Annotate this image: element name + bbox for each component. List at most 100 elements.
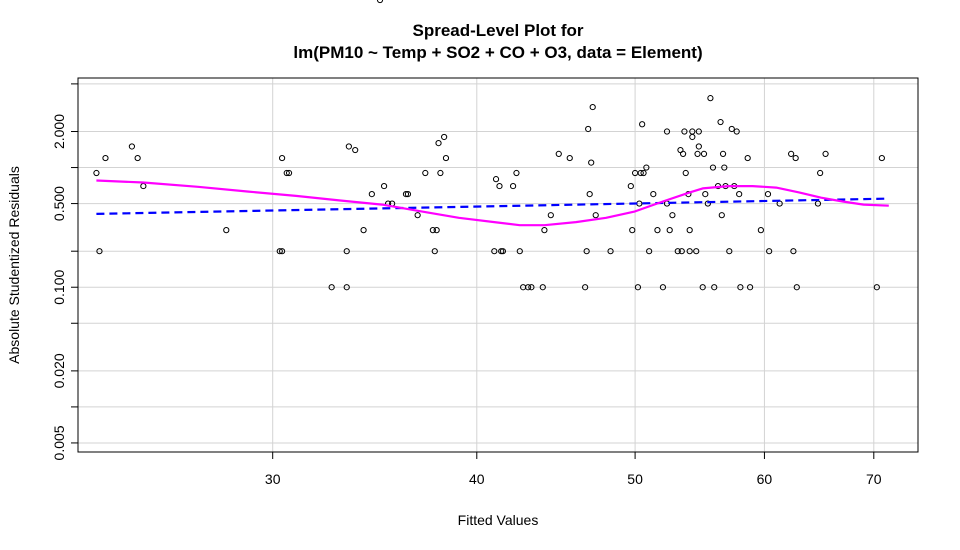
data-point bbox=[422, 169, 429, 177]
data-point bbox=[639, 121, 646, 128]
data-point bbox=[747, 284, 754, 291]
data-point bbox=[629, 227, 636, 234]
data-point bbox=[402, 190, 410, 198]
data-point bbox=[589, 103, 596, 111]
data-point bbox=[586, 190, 593, 198]
data-point bbox=[414, 212, 421, 219]
data-point bbox=[678, 248, 685, 255]
data-point bbox=[588, 159, 595, 166]
data-point bbox=[513, 169, 520, 177]
data-point bbox=[822, 150, 829, 158]
data-point bbox=[96, 248, 103, 255]
data-point bbox=[659, 284, 667, 291]
y-tick-label: 0.020 bbox=[51, 353, 67, 388]
data-point bbox=[646, 248, 653, 255]
data-point bbox=[102, 154, 109, 162]
data-point bbox=[345, 143, 352, 150]
data-point bbox=[496, 182, 503, 190]
x-tick-label: 60 bbox=[757, 471, 773, 487]
data-point bbox=[524, 284, 532, 291]
data-point bbox=[278, 154, 286, 162]
data-point bbox=[376, 0, 384, 4]
data-point bbox=[555, 150, 562, 158]
data-point bbox=[607, 248, 614, 255]
data-point bbox=[695, 143, 702, 150]
data-point bbox=[744, 154, 751, 162]
data-point bbox=[547, 212, 554, 219]
data-point bbox=[404, 190, 412, 198]
data-point bbox=[702, 190, 709, 198]
data-point bbox=[368, 190, 375, 198]
x-tick-label: 30 bbox=[265, 471, 281, 487]
data-point bbox=[223, 227, 230, 234]
data-point bbox=[134, 154, 141, 162]
data-point bbox=[352, 146, 359, 154]
chart-subtitle: lm(PM10 ~ Temp + SO2 + CO + O3, data = E… bbox=[293, 43, 702, 62]
data-point bbox=[585, 125, 592, 133]
data-point bbox=[663, 128, 671, 135]
x-tick-label: 40 bbox=[469, 471, 485, 487]
data-point bbox=[654, 227, 661, 234]
data-point bbox=[757, 227, 764, 234]
data-point bbox=[764, 190, 772, 198]
y-axis-label: Absolute Studentized Residuals bbox=[6, 166, 22, 364]
data-point bbox=[699, 284, 706, 291]
data-point bbox=[433, 227, 440, 234]
fit-line bbox=[96, 197, 889, 215]
data-point bbox=[793, 284, 800, 291]
data-point bbox=[128, 143, 136, 150]
data-point bbox=[700, 150, 708, 158]
data-point bbox=[704, 200, 711, 207]
data-point bbox=[343, 284, 350, 291]
data-point bbox=[674, 248, 681, 255]
data-point bbox=[360, 227, 367, 234]
data-point bbox=[640, 169, 647, 177]
x-tick-label: 70 bbox=[866, 471, 882, 487]
data-point bbox=[328, 284, 335, 291]
data-point bbox=[93, 169, 100, 177]
data-point bbox=[283, 169, 290, 177]
data-point bbox=[566, 154, 573, 162]
data-point bbox=[682, 169, 689, 177]
data-point bbox=[718, 212, 725, 219]
data-point bbox=[592, 212, 599, 219]
data-point bbox=[140, 182, 147, 190]
grid bbox=[78, 78, 918, 452]
data-point bbox=[686, 248, 693, 255]
data-point bbox=[499, 248, 507, 255]
data-point bbox=[733, 128, 740, 135]
data-point bbox=[431, 248, 438, 255]
data-point bbox=[285, 169, 293, 177]
data-point bbox=[679, 150, 687, 158]
data-point bbox=[695, 128, 702, 135]
data-point bbox=[707, 95, 714, 102]
data-point bbox=[766, 248, 773, 255]
data-point bbox=[686, 227, 693, 234]
data-point bbox=[582, 284, 589, 291]
data-point bbox=[637, 169, 644, 177]
data-point bbox=[435, 140, 442, 147]
data-point bbox=[666, 227, 673, 234]
data-point bbox=[878, 154, 885, 162]
y-tick-label: 0.500 bbox=[51, 186, 67, 221]
data-point bbox=[498, 248, 505, 255]
data-point bbox=[491, 248, 498, 255]
data-point bbox=[643, 164, 650, 171]
data-point bbox=[717, 118, 724, 126]
data-point bbox=[380, 182, 388, 190]
data-point bbox=[437, 169, 444, 177]
data-point bbox=[736, 190, 743, 198]
data-point bbox=[429, 227, 436, 234]
data-point bbox=[873, 284, 880, 291]
data-point bbox=[343, 248, 350, 255]
data-point bbox=[583, 248, 590, 255]
data-point bbox=[276, 248, 283, 255]
data-point bbox=[541, 227, 548, 234]
y-tick-label: 0.100 bbox=[51, 270, 67, 305]
data-point bbox=[650, 190, 657, 198]
data-point bbox=[528, 284, 535, 291]
data-point bbox=[790, 248, 797, 255]
data-point bbox=[719, 150, 727, 158]
data-point bbox=[689, 133, 696, 141]
